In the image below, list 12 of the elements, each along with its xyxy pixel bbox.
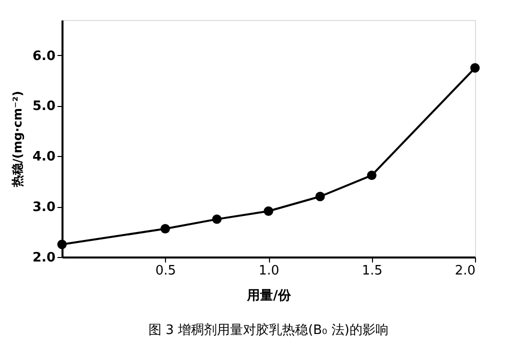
x-tick-label: 1.0 [258,264,280,278]
y-axis-title: 热稳/(mg·cm⁻²) [10,90,24,188]
x-tick-label: 2.0 [454,264,476,278]
x-axis-title: 用量/份 [246,288,292,304]
caption: 图 3 增稠剂用量对胶乳热稳(B₀ 法)的影响 [148,322,388,338]
y-tick-label: 3.0 [32,200,56,216]
x-tick-label: 0.5 [155,264,176,278]
y-tick-label: 5.0 [32,99,56,114]
x-tick-label: 1.5 [362,264,383,278]
y-tick-label: 2.0 [32,250,56,266]
y-tick-label: 4.0 [32,150,56,165]
y-tick-label: 6.0 [32,48,56,64]
